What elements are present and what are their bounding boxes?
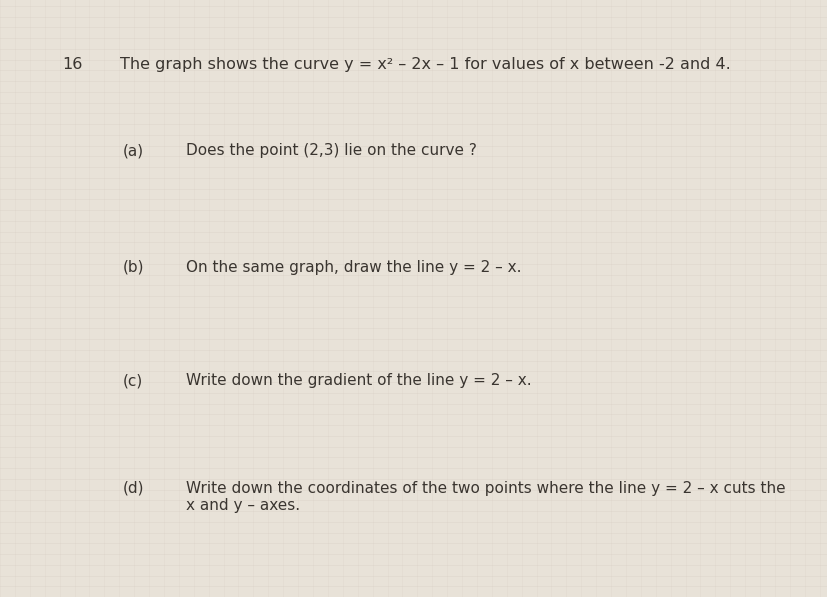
Text: (b): (b) bbox=[122, 260, 144, 275]
Text: (c): (c) bbox=[122, 373, 142, 388]
Text: On the same graph, draw the line y = 2 – x.: On the same graph, draw the line y = 2 –… bbox=[186, 260, 521, 275]
Text: (a): (a) bbox=[122, 143, 144, 158]
Text: Write down the coordinates of the two points where the line y = 2 – x cuts the
x: Write down the coordinates of the two po… bbox=[186, 481, 785, 513]
Text: (d): (d) bbox=[122, 481, 144, 496]
Text: The graph shows the curve y = x² – 2x – 1 for values of x between -2 and 4.: The graph shows the curve y = x² – 2x – … bbox=[120, 57, 730, 72]
Text: 16: 16 bbox=[62, 57, 83, 72]
Text: Write down the gradient of the line y = 2 – x.: Write down the gradient of the line y = … bbox=[186, 373, 531, 388]
Text: Does the point (2,3) lie on the curve ?: Does the point (2,3) lie on the curve ? bbox=[186, 143, 476, 158]
